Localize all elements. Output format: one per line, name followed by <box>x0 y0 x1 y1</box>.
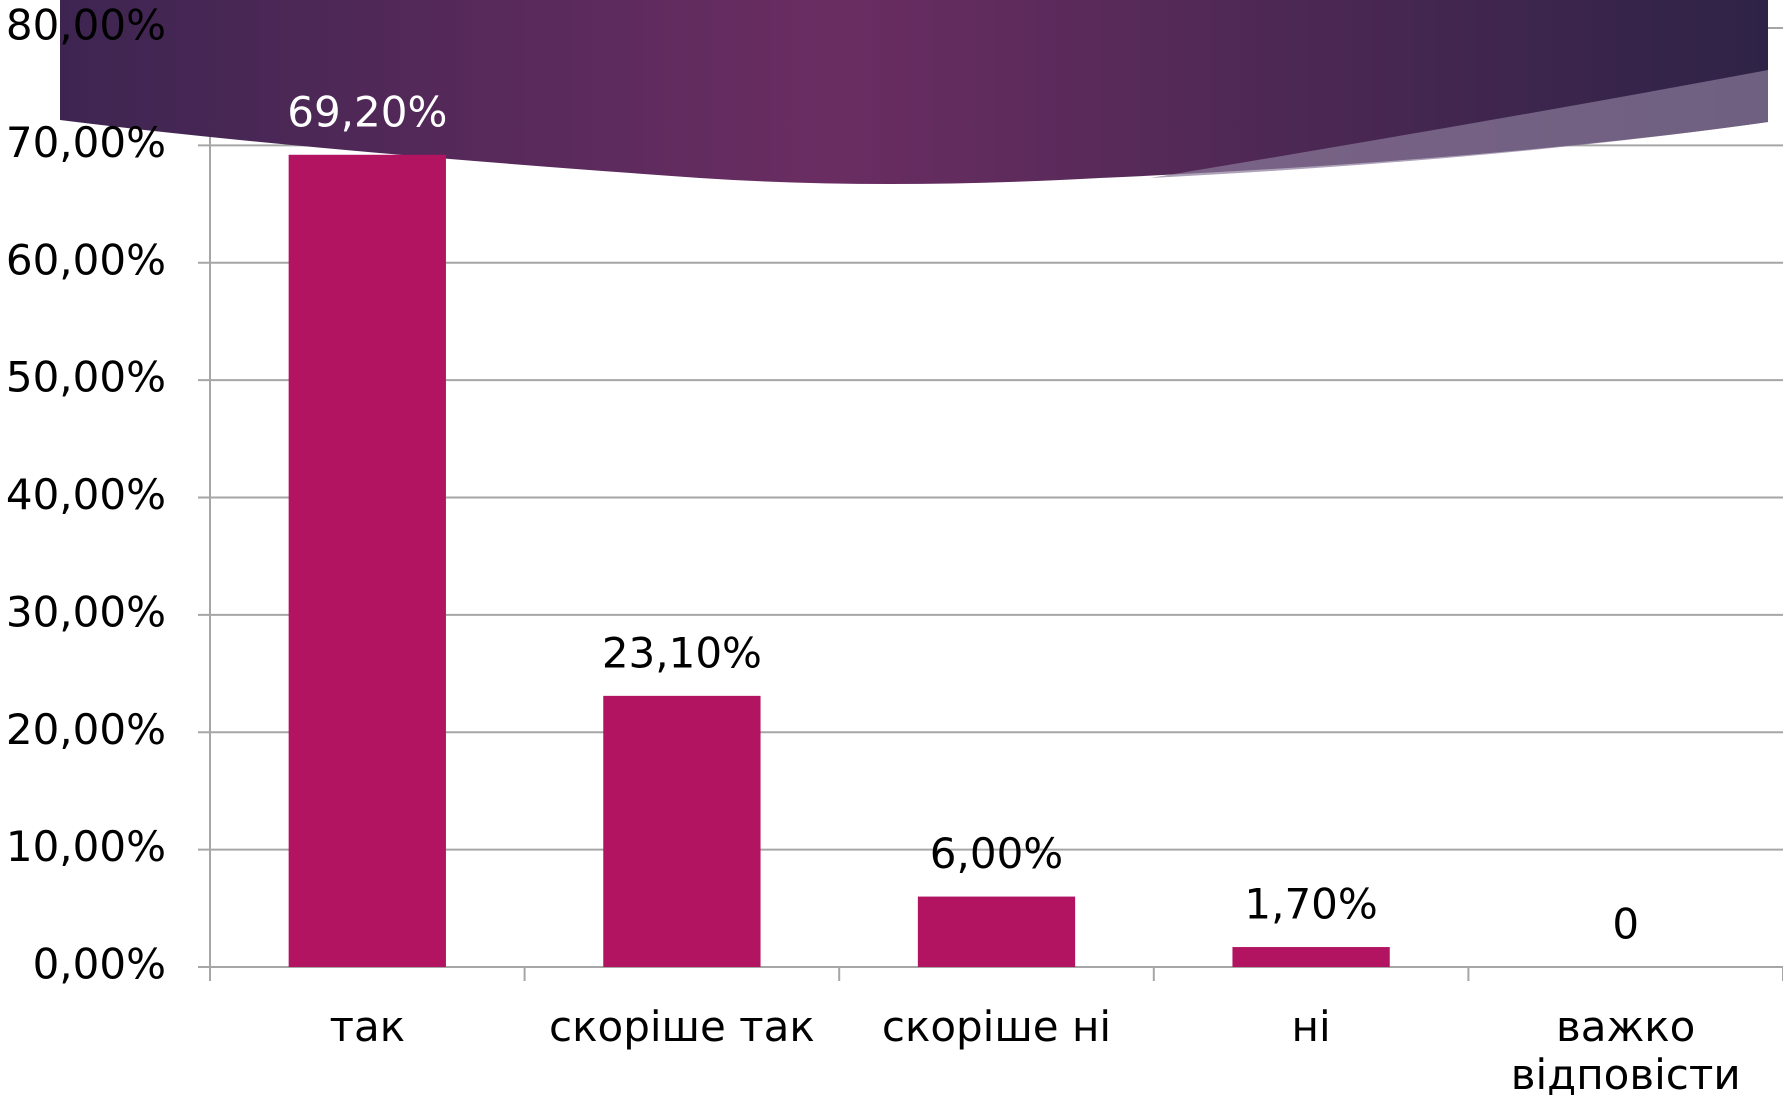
value-label: 1,70% <box>1244 880 1377 929</box>
y-tick-label: 30,00% <box>6 587 166 636</box>
x-tick-label: так <box>210 1003 525 1051</box>
value-label: 69,20% <box>287 87 447 136</box>
y-tick-label: 0,00% <box>33 940 166 989</box>
x-tick-label: скоріше так <box>525 1003 840 1051</box>
y-tick-label: 70,00% <box>6 118 166 167</box>
bar <box>603 696 760 967</box>
bar <box>289 155 446 967</box>
y-tick-label: 40,00% <box>6 470 166 519</box>
value-label: 0 <box>1612 900 1639 949</box>
page: 0,00% 10,00% 20,00% 30,00% 40,00% 50,00% 60,00… <box>0 0 1783 1109</box>
chart: 0,00% 10,00% 20,00% 30,00% 40,00% 50,00% 60,00… <box>0 0 1783 1109</box>
y-tick-label: 80,00% <box>6 1 166 50</box>
x-tick-label: ні <box>1154 1003 1469 1051</box>
bar <box>918 897 1075 967</box>
y-tick-label: 10,00% <box>6 822 166 871</box>
y-tick-label: 60,00% <box>6 235 166 284</box>
bar <box>1232 947 1389 967</box>
x-tick-label: важко відповісти <box>1468 1003 1783 1100</box>
x-tick-label: скоріше ні <box>839 1003 1154 1051</box>
y-tick-label: 50,00% <box>6 353 166 402</box>
y-tick-label: 20,00% <box>6 705 166 754</box>
value-label: 23,10% <box>602 628 762 677</box>
value-label: 6,00% <box>930 829 1063 878</box>
